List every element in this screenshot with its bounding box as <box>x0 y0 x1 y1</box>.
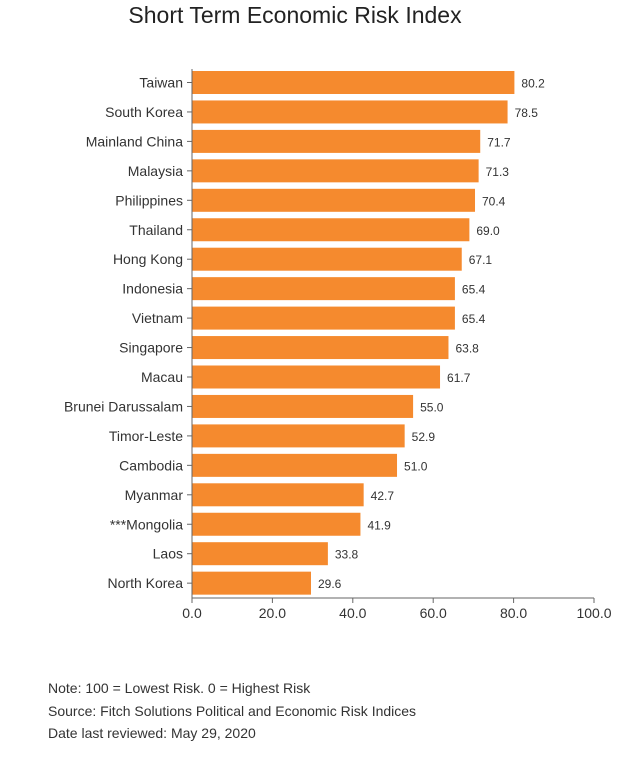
category-label-malaysia: Malaysia <box>128 163 183 179</box>
value-label-thailand: 69.0 <box>476 224 500 238</box>
bar-laos <box>192 542 328 566</box>
chart-title: Short Term Economic Risk Index <box>128 2 462 28</box>
value-label-brunei-darussalam: 55.0 <box>420 400 444 414</box>
value-label-philippines: 70.4 <box>482 194 506 208</box>
category-label-taiwan: Taiwan <box>139 75 183 91</box>
bar-philippines <box>192 188 476 212</box>
date-reviewed-text: Date last reviewed: May 29, 2020 <box>48 725 256 741</box>
x-tick-label: 40.0 <box>339 605 366 621</box>
source-text: Source: Fitch Solutions Political and Ec… <box>48 702 417 719</box>
category-label-south-korea: South Korea <box>105 104 183 120</box>
bar-cambodia <box>192 453 398 477</box>
value-label-south-korea: 78.5 <box>515 106 539 120</box>
category-label-indonesia: Indonesia <box>122 281 183 297</box>
x-tick-label: 60.0 <box>420 605 447 621</box>
value-label-cambodia: 51.0 <box>404 459 428 473</box>
value-label-myanmar: 42.7 <box>371 489 395 503</box>
category-label-macau: Macau <box>141 369 183 385</box>
category-label-laos: Laos <box>153 546 183 562</box>
bar-myanmar <box>192 483 364 507</box>
category-label-mongolia: ***Mongolia <box>110 516 183 532</box>
category-label-myanmar: Myanmar <box>125 487 184 503</box>
bar-taiwan <box>192 71 515 94</box>
value-label-timor-leste: 52.9 <box>412 430 436 444</box>
chart-notes: Note: 100 = Lowest Risk. 0 = Highest Ris… <box>48 677 416 745</box>
value-label-laos: 33.8 <box>335 548 359 562</box>
value-label-macau: 61.7 <box>447 371 471 385</box>
x-tick-label: 0.0 <box>182 605 202 621</box>
bar-north-korea <box>192 571 311 595</box>
value-label-singapore: 63.8 <box>455 342 479 356</box>
bar-malaysia <box>192 159 479 183</box>
value-label-vietnam: 65.4 <box>462 312 486 326</box>
value-label-hong-kong: 67.1 <box>469 253 493 267</box>
value-label-mongolia: 41.9 <box>367 518 391 532</box>
note-text: Note: 100 = Lowest Risk. 0 = Highest Ris… <box>48 680 311 696</box>
category-label-hong-kong: Hong Kong <box>113 251 183 267</box>
value-label-north-korea: 29.6 <box>318 577 342 591</box>
bar-chart: Taiwan 80.2 South Korea 78.5 Mainland China 7… <box>64 69 612 621</box>
x-tick-label: 100.0 <box>576 605 611 621</box>
x-tick-label: 80.0 <box>500 605 527 621</box>
category-label-brunei-darussalam: Brunei Darussalam <box>64 398 183 414</box>
bar-mongolia <box>192 512 361 536</box>
category-label-north-korea: North Korea <box>108 575 184 591</box>
bar-timor-leste <box>192 424 405 448</box>
bar-singapore <box>192 336 449 360</box>
category-label-singapore: Singapore <box>119 340 183 356</box>
value-label-taiwan: 80.2 <box>521 77 545 91</box>
category-label-vietnam: Vietnam <box>132 310 183 326</box>
bar-south-korea <box>192 100 508 124</box>
bar-mainland-china <box>192 129 481 153</box>
category-label-thailand: Thailand <box>129 222 183 238</box>
bar-thailand <box>192 218 470 242</box>
bar-indonesia <box>192 277 455 301</box>
value-label-malaysia: 71.3 <box>486 165 510 179</box>
value-label-indonesia: 65.4 <box>462 283 486 297</box>
bar-hong-kong <box>192 247 462 271</box>
category-label-cambodia: Cambodia <box>119 457 183 473</box>
category-label-mainland-china: Mainland China <box>86 133 183 149</box>
bar-vietnam <box>192 306 455 330</box>
category-label-philippines: Philippines <box>115 192 183 208</box>
bar-macau <box>192 365 441 389</box>
category-label-timor-leste: Timor-Leste <box>109 428 183 444</box>
x-tick-label: 20.0 <box>259 605 286 621</box>
value-label-mainland-china: 71.7 <box>487 135 511 149</box>
bar-brunei-darussalam <box>192 394 414 418</box>
